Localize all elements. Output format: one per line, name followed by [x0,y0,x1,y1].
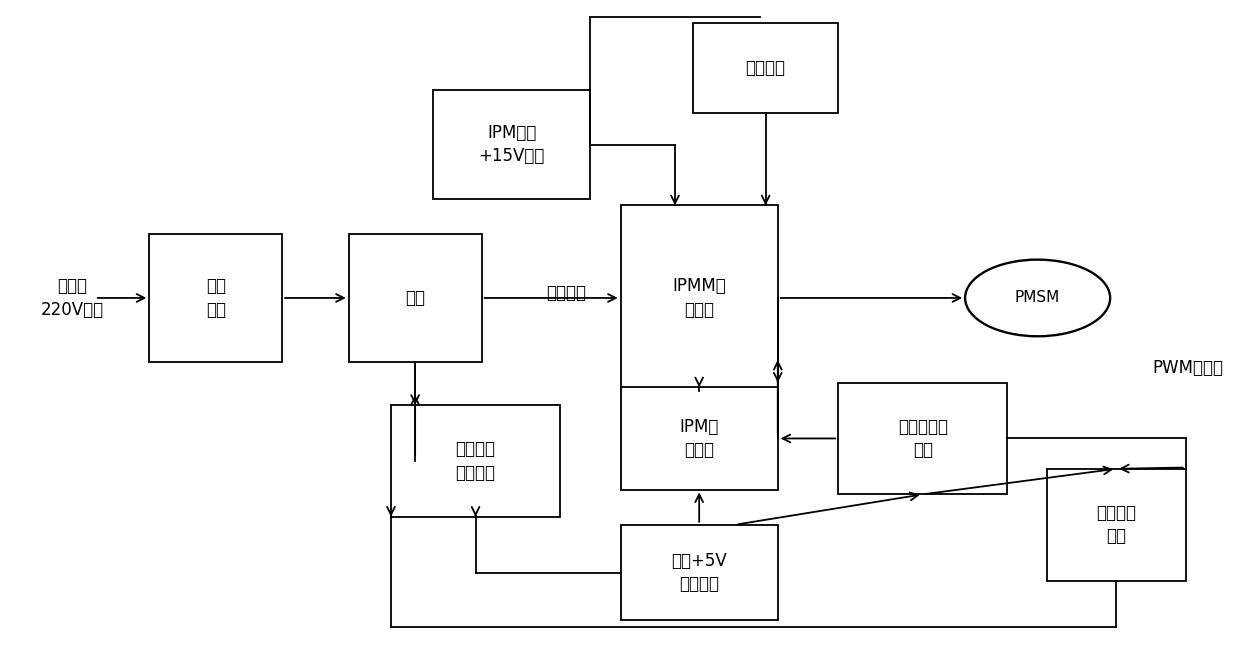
Bar [1047,469,1185,580]
Text: 保护电路: 保护电路 [745,59,786,77]
Text: PWM波输出: PWM波输出 [1152,359,1224,377]
Bar [620,525,777,620]
Text: 母线电压: 母线电压 [546,284,587,302]
Text: PMSM: PMSM [1016,291,1060,305]
Text: IPM驱
动电路: IPM驱 动电路 [680,418,719,459]
Bar [620,388,777,490]
Text: 信号传输
接口: 信号传输 接口 [1096,504,1136,545]
Text: 滤波: 滤波 [405,289,425,307]
Bar [149,234,283,362]
Text: 母线电压
采集电路: 母线电压 采集电路 [455,440,496,481]
Bar [838,382,1007,494]
Text: IPM模块
+15V供电: IPM模块 +15V供电 [479,124,546,166]
Text: 电机相电流
采集: 电机相电流 采集 [898,418,947,459]
Text: 整流
模块: 整流 模块 [206,277,226,319]
Bar [391,405,560,517]
Bar [693,23,838,113]
Bar [348,234,481,362]
Bar [433,91,590,199]
Bar [620,205,777,391]
Text: IPMM功
率模块: IPMM功 率模块 [672,277,727,319]
Text: 交流电
220V输入: 交流电 220V输入 [41,277,104,319]
Text: 芯片+5V
供电电路: 芯片+5V 供电电路 [671,552,727,593]
